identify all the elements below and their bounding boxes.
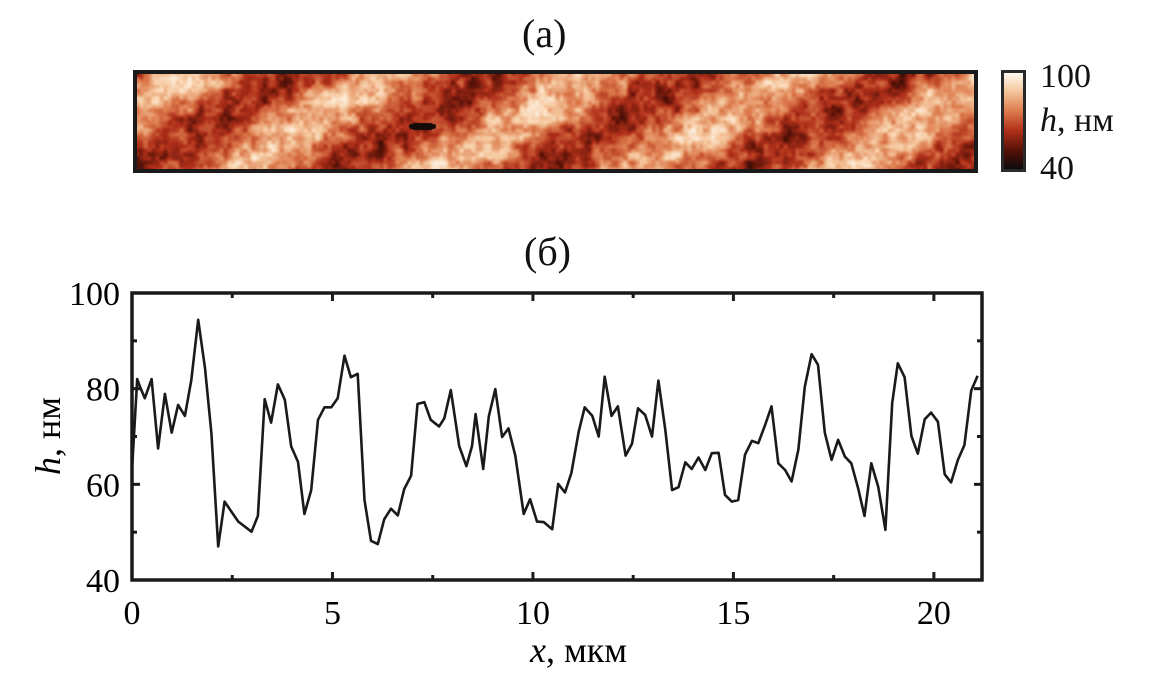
colorbar-title: h, нм <box>1040 104 1114 138</box>
x-tick-label: 0 <box>124 595 141 632</box>
colorbar <box>1001 70 1026 172</box>
y-axis-label: h, нм <box>28 397 68 475</box>
axis-ticks <box>130 291 982 582</box>
x-axis-unit: , мкм <box>546 630 627 670</box>
colorbar-unit: , нм <box>1057 102 1114 139</box>
x-axis-var: x <box>529 630 546 670</box>
tick-labels: 0 5 10 15 20 40 60 80 100 <box>69 276 951 632</box>
height-map-canvas <box>137 74 974 169</box>
colorbar-var: h <box>1040 102 1057 139</box>
y-tick-label: 40 <box>86 563 120 600</box>
series-line-profile <box>130 318 979 548</box>
colorbar-max-label: 100 <box>1040 58 1091 95</box>
y-tick-label: 100 <box>69 276 120 313</box>
y-axis-var: h <box>28 457 68 475</box>
colorbar-min-label: 40 <box>1040 150 1074 187</box>
y-tick-label: 80 <box>86 372 120 409</box>
height-map-image <box>133 70 978 173</box>
x-tick-label: 20 <box>917 595 951 632</box>
x-axis-label: x, мкм <box>529 630 627 670</box>
x-tick-label: 10 <box>516 595 550 632</box>
plot-frame <box>130 291 984 582</box>
panel-b-title: (б) <box>524 229 571 274</box>
y-axis-unit: , нм <box>28 397 68 457</box>
y-tick-label: 60 <box>86 467 120 504</box>
panel-a-title: (a) <box>522 11 567 56</box>
x-tick-label: 5 <box>324 595 341 632</box>
x-tick-label: 15 <box>716 595 750 632</box>
